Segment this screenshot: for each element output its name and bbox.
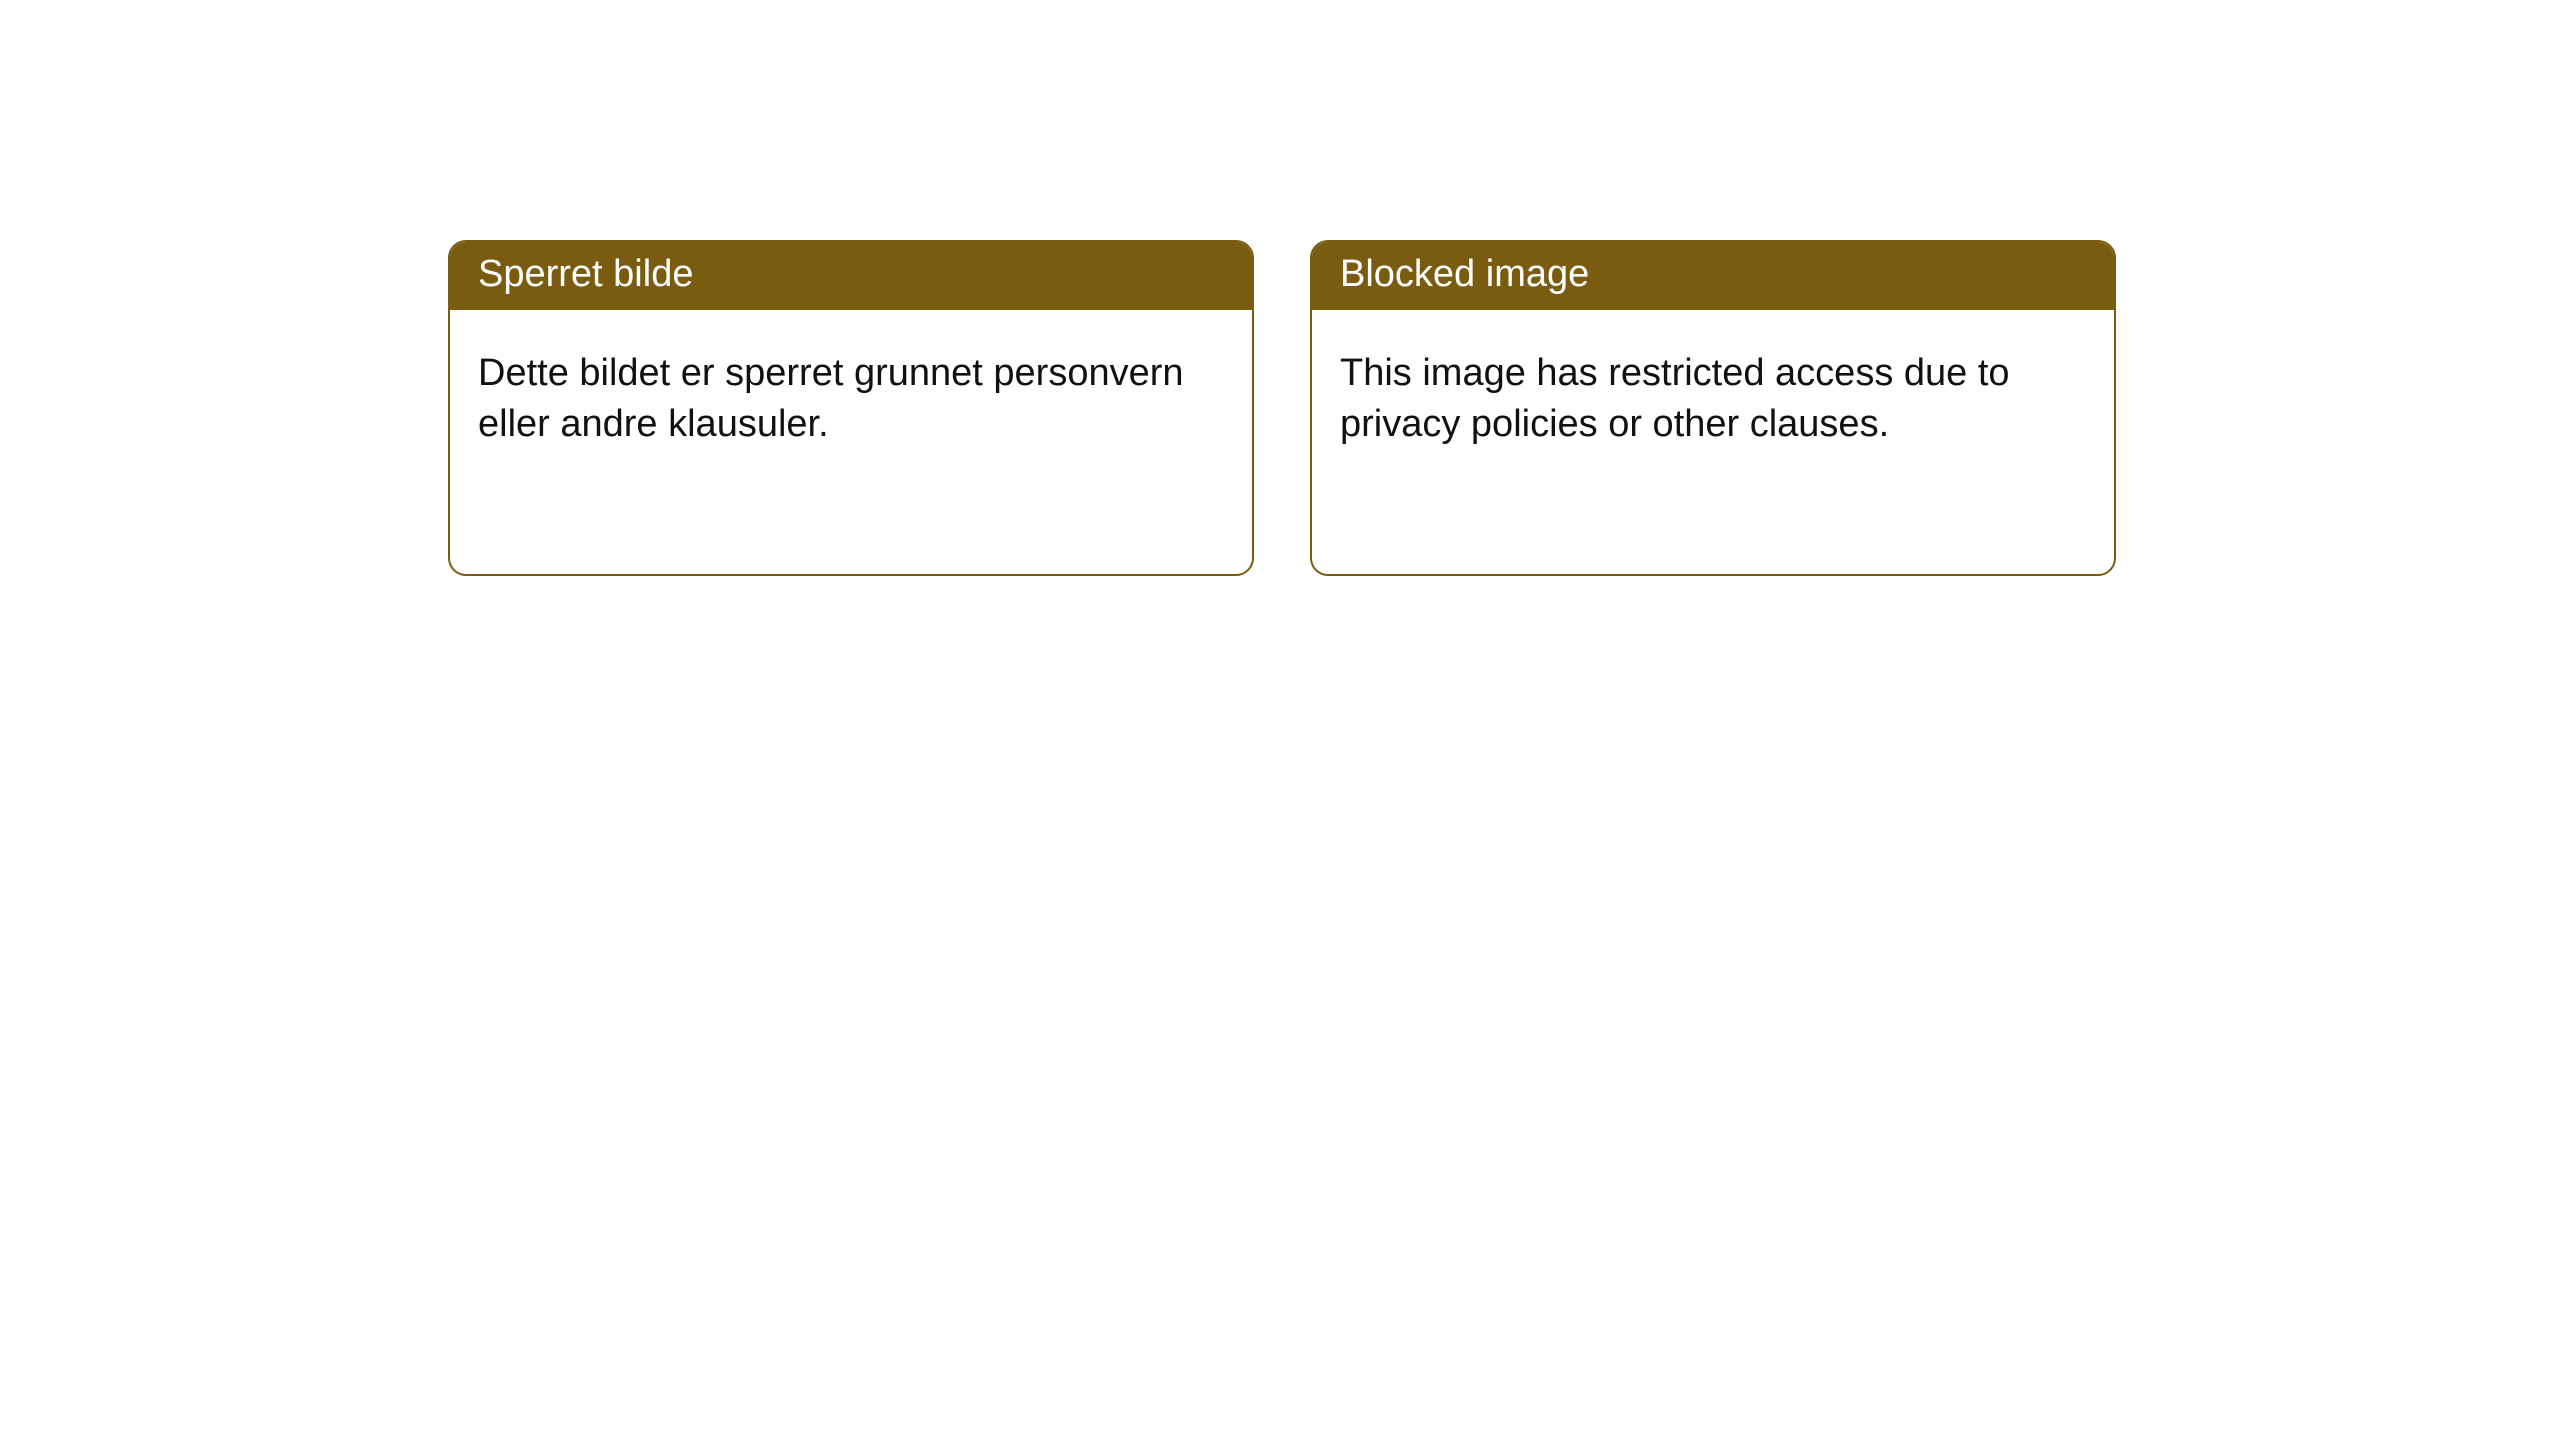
card-header-english: Blocked image: [1312, 242, 2114, 310]
card-body-english: This image has restricted access due to …: [1312, 310, 2114, 479]
card-body-norwegian: Dette bildet er sperret grunnet personve…: [450, 310, 1252, 479]
notice-container: Sperret bilde Dette bildet er sperret gr…: [0, 0, 2560, 576]
blocked-image-card-norwegian: Sperret bilde Dette bildet er sperret gr…: [448, 240, 1254, 576]
card-header-norwegian: Sperret bilde: [450, 242, 1252, 310]
blocked-image-card-english: Blocked image This image has restricted …: [1310, 240, 2116, 576]
